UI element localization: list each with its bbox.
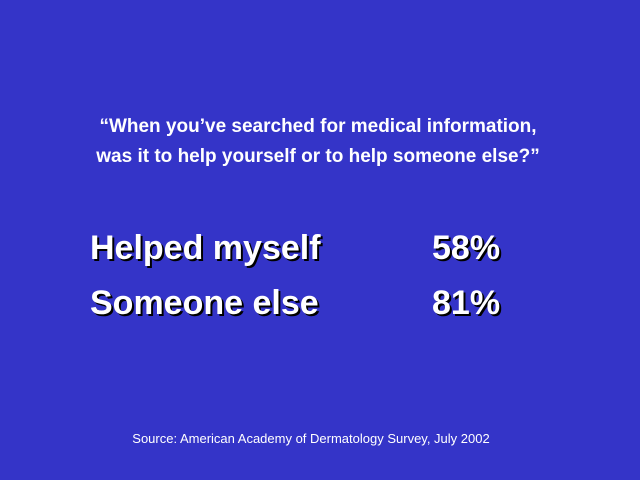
question-line: “When you’ve searched for medical inform…	[99, 116, 537, 137]
row-value: 58%	[432, 229, 501, 267]
source-note: Source: American Academy of Dermatology …	[132, 431, 490, 446]
row-value: 81%	[432, 284, 501, 322]
row-label: Someone else	[90, 284, 319, 322]
row-label: Helped myself	[90, 229, 321, 267]
question-line: was it to help yourself or to help someo…	[96, 146, 540, 167]
